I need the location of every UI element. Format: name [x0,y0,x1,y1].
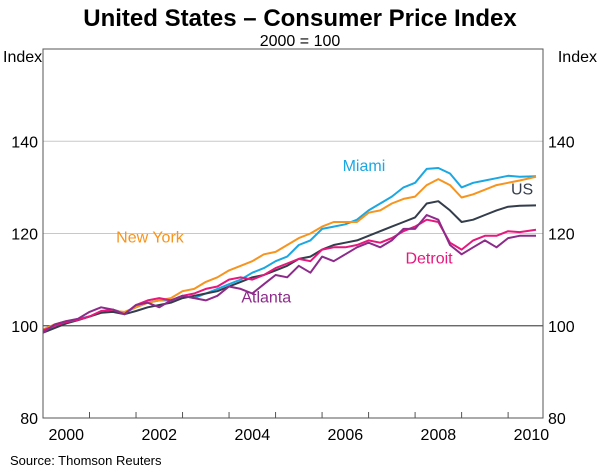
y-axis-label-left: Index [3,49,42,66]
series-line-new-york [42,175,537,331]
x-tick-label: 2002 [141,427,177,444]
series-line-us [42,200,537,334]
series-label-miami: Miami [343,158,386,175]
series-lines [42,167,537,334]
series-labels: Miami New York US Detroit Atlanta [116,158,533,306]
y-tick-label-right: 100 [548,319,575,336]
y-tick-label-left: 100 [11,319,38,336]
y-tick-label-left: 80 [20,411,38,428]
x-tick-label: 2010 [514,427,550,444]
series-label-detroit: Detroit [405,250,453,267]
x-tick-label: 2006 [328,427,364,444]
plot-frame [42,48,544,419]
y-axis-label-right: Index [558,49,597,66]
y-tick-label-left: 140 [11,134,38,151]
source-note: Source: Thomson Reuters [10,453,162,468]
y-tick-label-left: 120 [11,227,38,244]
x-tick-label: 2004 [235,427,271,444]
series-label-new-york: New York [116,230,185,247]
y-tick-label-right: 120 [548,227,575,244]
axis-ticks: 80 80 100 100 120 120 140 140 2000 2002 2004 2006 20… [11,134,575,444]
series-label-atlanta: Atlanta [241,290,291,307]
series-label-us: US [511,181,533,198]
x-tick-label: 2008 [421,427,457,444]
x-tick-label: 2000 [48,427,84,444]
chart-subtitle: 2000 = 100 [260,33,341,50]
y-tick-label-right: 140 [548,134,575,151]
chart-title: United States – Consumer Price Index [83,5,517,32]
gridlines [43,140,543,327]
y-tick-label-right: 80 [548,411,566,428]
series-line-atlanta [42,214,536,334]
